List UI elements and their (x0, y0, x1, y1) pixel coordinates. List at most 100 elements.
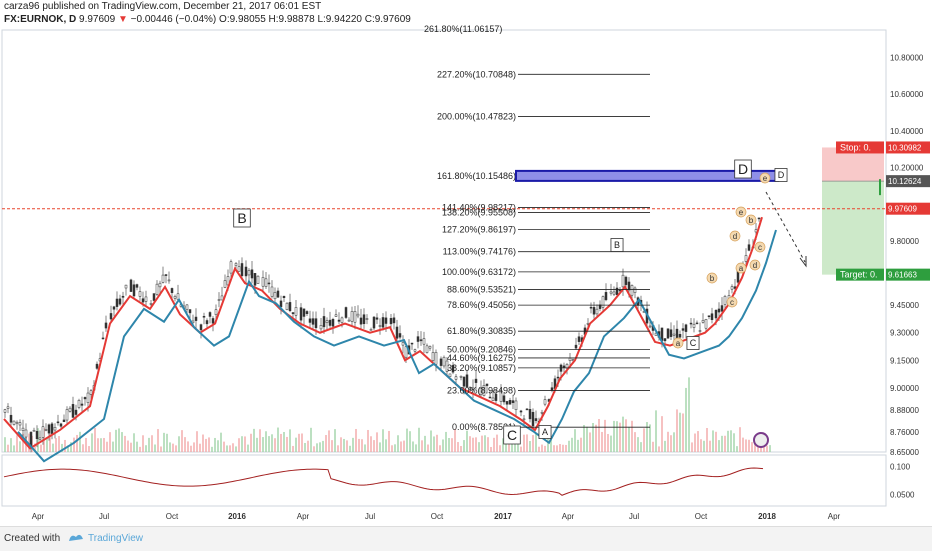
volume-bar (640, 442, 642, 452)
volume-bar (526, 434, 528, 452)
fib-label: 113.00%(9.74176) (443, 247, 516, 257)
volume-bar (325, 435, 327, 452)
candle-body (141, 298, 145, 303)
volume-bar (721, 435, 723, 452)
volume-bar (154, 444, 156, 452)
wave-label: a (739, 264, 744, 273)
volume-bar (184, 437, 186, 452)
volume-bar (283, 431, 285, 452)
symbol[interactable]: FX:EURNOK, D (4, 14, 77, 25)
x-tick-label: 2017 (494, 512, 512, 521)
candle-body (164, 274, 168, 276)
volume-bar (697, 431, 699, 452)
volume-bar (469, 436, 471, 452)
volume-bar (625, 419, 627, 452)
candle-body (633, 287, 637, 293)
brand-text[interactable]: TradingView (88, 533, 144, 544)
candle-body (431, 352, 435, 361)
volume-bar (445, 431, 447, 452)
y-tick-label: 9.45000 (890, 301, 919, 310)
candle-body (104, 322, 108, 329)
candle-body (155, 283, 159, 295)
x-tick-label: Apr (828, 512, 841, 521)
candle-body (577, 336, 581, 342)
volume-bar (361, 439, 363, 452)
volume-bar (319, 442, 321, 452)
volume-bar (475, 437, 477, 452)
volume-bar (685, 387, 687, 452)
wave-label: b (710, 274, 715, 283)
fib-label: 0.00%(8.78521) (452, 422, 516, 432)
candle-body (491, 397, 495, 402)
volume-bar (580, 437, 582, 452)
volume-bar (628, 426, 630, 452)
candle-body (282, 295, 286, 298)
volume-bar (403, 440, 405, 452)
candle-body (369, 329, 373, 331)
volume-bar (610, 435, 612, 452)
volume-bar (100, 438, 102, 452)
candle-body (462, 376, 466, 387)
volume-bar (376, 432, 378, 452)
candle-body (720, 305, 724, 312)
volume-bar (700, 439, 702, 452)
volume-bar (634, 432, 636, 452)
candle-body (365, 318, 369, 320)
price-badge-value: 10.12624 (888, 177, 922, 186)
volume-bar (493, 437, 495, 452)
volume-bar (406, 428, 408, 452)
volume-bar (745, 439, 747, 452)
volume-bar (88, 446, 90, 452)
wave-label-circle (749, 259, 761, 271)
volume-bar (337, 445, 339, 452)
pattern-label-box (734, 159, 752, 179)
volume-bar (46, 438, 48, 452)
x-tick-label: 2018 (758, 512, 776, 521)
volume-bar (310, 427, 312, 452)
wave-label-circle (735, 206, 747, 218)
volume-bar (421, 440, 423, 452)
volume-bar (637, 437, 639, 452)
volume-bar (364, 444, 366, 452)
candle-body (50, 423, 54, 434)
candle-body (77, 400, 81, 408)
volume-bar (532, 435, 534, 452)
volume-bar (85, 437, 87, 452)
volume-bar (388, 430, 390, 452)
candle-body (442, 356, 446, 367)
candle-body (302, 308, 306, 317)
wave-label: b (749, 216, 754, 225)
candle-body (381, 317, 385, 328)
volume-bar (658, 446, 660, 452)
volume-bar (589, 432, 591, 452)
volume-bar (250, 433, 252, 452)
volume-bar (499, 445, 501, 452)
volume-bar (175, 445, 177, 452)
candle-body (170, 288, 174, 294)
price-badge (886, 141, 930, 154)
candle-body (630, 285, 634, 296)
x-tick-label: Jul (365, 512, 375, 521)
volume-bar (391, 445, 393, 452)
volume-bar (274, 438, 276, 452)
volume-bar (718, 440, 720, 452)
volume-bar (709, 440, 711, 452)
candle-body (74, 409, 78, 415)
candle-body (124, 284, 128, 289)
volume-bar (448, 438, 450, 452)
volume-bar (10, 438, 12, 452)
fib-label: 100.00%(9.63172) (442, 267, 516, 277)
volume-bar (655, 410, 657, 452)
candle-body (592, 307, 596, 315)
candle-body (681, 328, 685, 331)
volume-bar (313, 446, 315, 452)
y-tick-label: 10.40000 (890, 127, 924, 136)
price-badge (886, 268, 930, 281)
wave-label-circle (745, 214, 757, 226)
wave-label: d (733, 232, 737, 241)
fib-label: 138.20%(9.95508) (442, 208, 516, 218)
volume-bar (619, 422, 621, 452)
volume-bar (418, 427, 420, 452)
candle-body (689, 322, 693, 325)
